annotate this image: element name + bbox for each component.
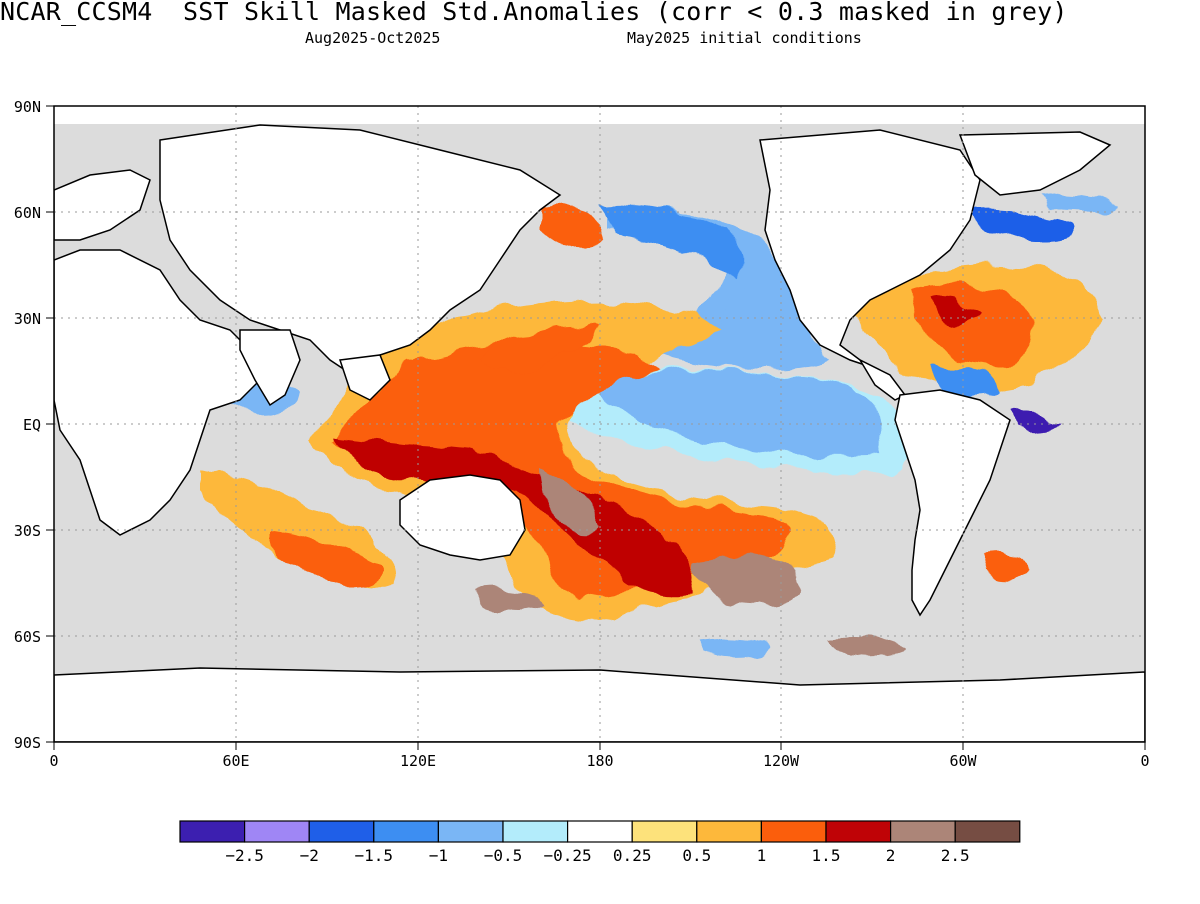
cold-anomaly-north-pacific-edge [600,203,744,285]
cold-anomaly-tropical-atlantic [1010,413,1060,431]
colorbar-swatch [502,820,569,843]
chart-title: NCAR_CCSM4 SST Skill Masked Std.Anomalie… [0,0,1068,26]
europe-north [54,169,151,241]
colorbar-swatch [889,820,956,843]
colorbar-tick-label: 2.5 [941,846,970,865]
lat-label-30s: 30S [14,522,41,540]
latitude-axis [46,105,54,743]
north-america [759,129,981,371]
colorbar-tick-label: −0.5 [484,846,523,865]
lat-label-eq: EQ [23,416,41,434]
longitude-labels: 0 60E 120E 180 120W 60W 0 [49,752,1149,770]
colorbar-tick-label: −2 [300,846,319,865]
warm-anomaly-kuroshio [540,206,605,246]
lat-label-90s: 90S [14,734,41,752]
warm-anomaly-north-pacific [480,323,600,373]
warm-anomaly-south-indian-core [270,530,381,587]
cold-anomaly-east-pacific [720,280,790,365]
colorbar-swatch [954,820,1021,843]
lon-label-60e: 60E [222,752,249,770]
colorbar-tick-label: −0.25 [544,846,592,865]
warm-anomaly-west-pacific-inner [330,343,793,600]
colorbar-swatch [696,820,762,843]
colorbar-tick-label: 2 [886,846,896,865]
colorbar-tick-label: 1 [757,846,767,865]
initial-conditions-label: May2025 initial conditions [627,29,862,47]
lon-label-120w: 120W [763,752,800,770]
greenland [958,131,1112,196]
map-gridlines [54,106,1145,742]
lat-label-60n: 60N [14,204,41,222]
antarctica-coast [54,667,1145,742]
cold-anomaly-pacific-core [600,369,884,457]
lat-label-60s: 60S [14,628,41,646]
colorbar-swatch [179,820,246,843]
lon-label-120e: 120E [400,752,436,770]
colorbar-tick-label: −2.5 [225,846,264,865]
colorbar-swatch [244,820,310,843]
lat-label-90n: 90N [14,98,41,116]
colorbar-tick-label: −1 [429,846,448,865]
latitude-labels: 90N 60N 30N EQ 30S 60S 90S [14,98,41,752]
warm-anomaly-gulf-stream [930,298,980,323]
warm-anomaly-south-pacific-brown [540,470,600,531]
colorbar-tick-label: 0.5 [682,846,711,865]
asia [159,124,562,382]
africa-europe [54,249,261,536]
lon-label-180: 180 [586,752,613,770]
colorbar-swatch [308,820,375,843]
lon-label-60w: 60W [949,752,977,770]
colorbar-swatch [437,820,504,843]
cold-anomaly-caribbean [930,366,1000,398]
india [239,329,301,407]
lon-label-0-left: 0 [49,752,58,770]
colorbar-tick-label: 1.5 [812,846,841,865]
cold-anomaly-labrador [970,208,1073,243]
colorbar-swatch [566,820,633,843]
cold-anomaly-nordic [1040,193,1120,214]
warm-anomaly-southern-ocean-b [830,638,905,657]
warm-anomaly-south-atlantic [980,553,1030,578]
colorbar-swatch [631,820,698,843]
colorbar-swatch [825,820,892,843]
warm-anomaly-southern-ocean-a [470,588,545,613]
forecast-period: Aug2025-Oct2025 [305,29,441,47]
cold-anomaly-southern-ocean [700,638,770,658]
colorbar-swatch [373,820,439,843]
colorbar-swatch [760,820,827,843]
colorbar-tick-label: 0.25 [613,846,652,865]
sst-anomaly-field [54,106,1145,742]
longitude-axis [53,742,1146,750]
colorbar: −2.5 −2 −1.5 −1 −0.5 −0.25 0.25 0.5 1 1.5 2 2.5 [179,820,1021,865]
australia [399,474,526,561]
colorbar-tick-label: −1.5 [355,846,394,865]
south-america [894,389,1011,617]
lon-label-0-right: 0 [1140,752,1149,770]
lat-label-30n: 30N [14,310,41,328]
southeast-asia [338,354,391,401]
warm-anomaly-south-pacific-patch [690,555,803,605]
continents [54,124,1145,742]
